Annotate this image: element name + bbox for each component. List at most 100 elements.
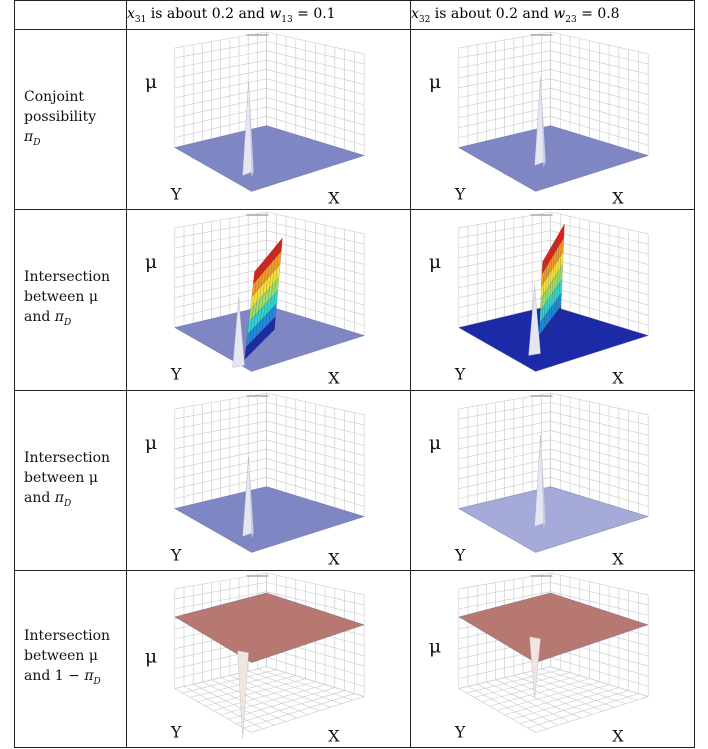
grid-line [174, 258, 267, 279]
surface-spike-shade [248, 456, 254, 539]
z-axis-label: μ [145, 432, 157, 454]
header-corner-cell [14, 0, 127, 30]
grid-line [550, 240, 649, 266]
grid-line [458, 221, 551, 239]
grid-line [174, 411, 267, 429]
z-axis-label: μ [145, 251, 157, 273]
grid-line [550, 31, 649, 55]
plot-title-stub [246, 214, 269, 217]
row-4-line-1: Intersection [24, 628, 111, 645]
grid-line [458, 401, 551, 419]
grid-line [266, 258, 365, 286]
row-1-line-2: possibility [24, 108, 97, 125]
surface-plot: μ Y X [145, 572, 365, 745]
row-label-2: Intersection between μ and πD [14, 209, 127, 391]
x-axis-label: X [328, 726, 340, 745]
row-3-math-sub: D [63, 498, 72, 509]
header-col-1-text: is about 0.2 and [146, 5, 270, 22]
x-axis-label: X [612, 188, 624, 207]
plot-title-stub [246, 575, 269, 578]
grid-line [174, 78, 267, 99]
surface-floor [458, 592, 649, 663]
row-4-math: π [84, 668, 94, 685]
grid-line [458, 41, 551, 59]
surface-plot: μ Y X [429, 212, 649, 388]
row-1-math: π [24, 128, 34, 145]
surface-plot: μ Y X [145, 31, 365, 207]
grid-line [266, 401, 365, 426]
surface-floor [458, 486, 649, 553]
surface-spike [232, 298, 245, 369]
plot-cell: μ Y X [410, 570, 695, 749]
grid-line [550, 258, 649, 286]
grid-line [174, 221, 267, 239]
grid-line [550, 401, 649, 426]
grid-line [512, 687, 619, 720]
grid-line [236, 690, 345, 725]
grid-line [550, 392, 649, 415]
grid-line [513, 675, 604, 712]
z-axis-label: μ [429, 71, 441, 93]
row-conjoint: Conjoint possibility πD μ Y X μ Y X [14, 28, 695, 211]
surface-dip [529, 636, 541, 699]
row-intersection-complement: Intersection between μ and 1 − πD μ Y X μ Y… [14, 570, 695, 749]
surface-spike-shade [540, 434, 546, 529]
header-col-2-text: is about 0.2 and [430, 5, 554, 22]
plot-title-stub [246, 394, 269, 397]
grid-line [266, 249, 365, 276]
header-col-1-var-w: w [269, 5, 282, 22]
grid-line [458, 78, 551, 99]
x-axis-label: X [328, 549, 340, 568]
grid-line [174, 401, 267, 419]
grid-line [458, 591, 551, 610]
grid-line [248, 670, 342, 705]
grid-line [266, 230, 365, 255]
header-col-2-sub-x: 32 [418, 14, 431, 25]
header-col-2-var-w: w [553, 5, 566, 22]
row-2-math-sub: D [63, 317, 72, 328]
grid-line [220, 684, 326, 716]
grid-line [174, 420, 267, 439]
grid-line [550, 591, 649, 616]
y-axis-label: Y [170, 722, 182, 741]
grid-line [266, 41, 365, 65]
surface-spike-shade [248, 81, 254, 178]
grid-line [550, 411, 649, 436]
header-col-2: x32 is about 0.2 and w23 = 0.8 [410, 0, 695, 30]
grid-line [174, 50, 267, 69]
grid-line [220, 677, 308, 715]
grid-line [266, 411, 365, 436]
header-row: x31 is about 0.2 and w13 = 0.1 x32 is ab… [14, 0, 695, 30]
grid-line [266, 69, 365, 95]
surface-floor [174, 486, 365, 553]
header-col-1-sub-x: 31 [134, 14, 147, 25]
grid-line [174, 439, 267, 459]
header-col-1-value: = 0.1 [292, 5, 336, 22]
grid-line [266, 78, 365, 106]
grid-line [550, 439, 649, 466]
grid-line [174, 240, 267, 259]
header-col-1-var-x: x [127, 5, 135, 22]
grid-line [174, 249, 267, 269]
plot-title-stub [530, 33, 553, 36]
grid-line [550, 78, 649, 106]
grid-line [550, 50, 649, 75]
z-axis-label: μ [145, 71, 157, 93]
x-axis-label: X [328, 188, 340, 207]
grid-line [174, 69, 267, 89]
surface-plot: μ Y X [429, 392, 649, 568]
grid-line [174, 688, 252, 733]
row-3-line-1: Intersection [24, 449, 111, 466]
grid-line [174, 59, 267, 79]
plot-title-stub [530, 575, 553, 578]
grid-line [550, 69, 649, 95]
grid-line [266, 582, 365, 606]
grid-line [504, 684, 610, 716]
plot-cell: μ Y X [126, 570, 411, 749]
x-axis-label: X [328, 369, 340, 388]
plot-cell: μ Y X [126, 28, 411, 211]
z-axis-label: μ [429, 251, 441, 273]
figure-table: x31 is about 0.2 and w13 = 0.1 x32 is ab… [14, 0, 695, 749]
grid-line [527, 693, 639, 729]
grid-line [174, 429, 267, 449]
